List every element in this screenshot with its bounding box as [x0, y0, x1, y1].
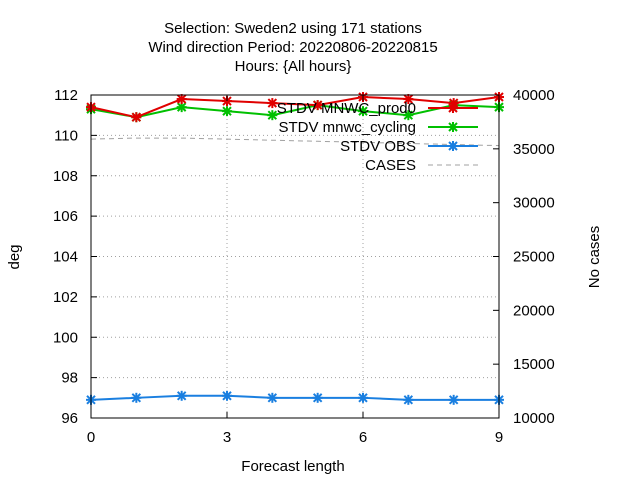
data-point	[403, 94, 414, 105]
series-layer	[86, 92, 504, 405]
data-point	[358, 392, 368, 403]
legend: STDV MNWC_prod0 STDV mnwc_cycling STDV OBS…	[277, 100, 478, 174]
x-tick-label: 6	[359, 429, 367, 446]
legend-entry: STDV mnwc_cycling	[278, 119, 478, 136]
y2-tick-label: 30000	[513, 195, 555, 212]
data-point	[222, 106, 232, 117]
y-tick-label: 108	[53, 168, 78, 185]
data-point	[131, 392, 142, 403]
y2-tick-label: 10000	[513, 410, 555, 427]
y-tick-label: 112	[54, 87, 78, 104]
series-line	[90, 104, 500, 119]
x-axis-label: Forecast length	[241, 458, 344, 475]
y-tick-label: 100	[53, 329, 78, 346]
data-point	[267, 392, 278, 403]
legend-label: STDV MNWC_prod0	[277, 100, 416, 117]
legend-marker	[448, 141, 458, 151]
y2-tick-label: 15000	[513, 356, 555, 373]
series-2	[86, 390, 504, 405]
series-line	[90, 394, 499, 401]
y2-tick-label: 20000	[513, 302, 555, 319]
data-point	[403, 394, 414, 405]
data-point	[131, 112, 142, 123]
y-tick-label: 98	[61, 370, 78, 387]
legend-entry: STDV OBS	[340, 138, 478, 155]
data-point	[403, 110, 414, 121]
data-point	[267, 110, 278, 121]
y-tick-label: 102	[53, 289, 78, 306]
data-point	[267, 98, 278, 109]
series-line	[90, 137, 500, 147]
y-tick-label: 110	[54, 127, 78, 144]
ticks: 9698100102104106108110112100001500020000…	[53, 87, 555, 446]
chart-title-line-1: Selection: Sweden2 using 171 stations	[164, 20, 422, 37]
y2-tick-label: 35000	[513, 141, 555, 158]
legend-entry: STDV MNWC_prod0	[277, 100, 478, 117]
series-line	[90, 96, 500, 119]
legend-label: STDV mnwc_cycling	[278, 119, 416, 136]
x-tick-label: 0	[87, 429, 95, 446]
y-tick-label: 106	[53, 208, 78, 225]
data-point	[176, 390, 187, 401]
y2-axis-label: No cases	[586, 226, 603, 289]
data-point	[312, 392, 323, 403]
y-tick-label: 96	[61, 410, 78, 427]
legend-marker	[448, 103, 458, 113]
series-3	[90, 137, 500, 147]
x-tick-label: 3	[223, 429, 231, 446]
y-axis-label: deg	[6, 244, 23, 269]
data-point	[222, 390, 232, 401]
data-point	[358, 106, 368, 117]
y2-tick-label: 40000	[513, 87, 555, 104]
grid	[91, 95, 499, 418]
legend-label: STDV OBS	[340, 138, 416, 155]
y2-tick-label: 25000	[513, 249, 555, 266]
legend-entry: CASES	[365, 157, 478, 174]
chart-title-line-2: Wind direction Period: 20220806-20220815	[148, 39, 437, 56]
data-point	[448, 394, 459, 405]
legend-marker	[448, 122, 458, 132]
x-tick-label: 9	[495, 429, 503, 446]
data-point	[312, 100, 323, 111]
data-point	[176, 94, 187, 105]
y-tick-label: 104	[53, 249, 78, 266]
chart-title-line-3: Hours: {All hours}	[235, 58, 352, 75]
legend-label: CASES	[365, 157, 416, 174]
